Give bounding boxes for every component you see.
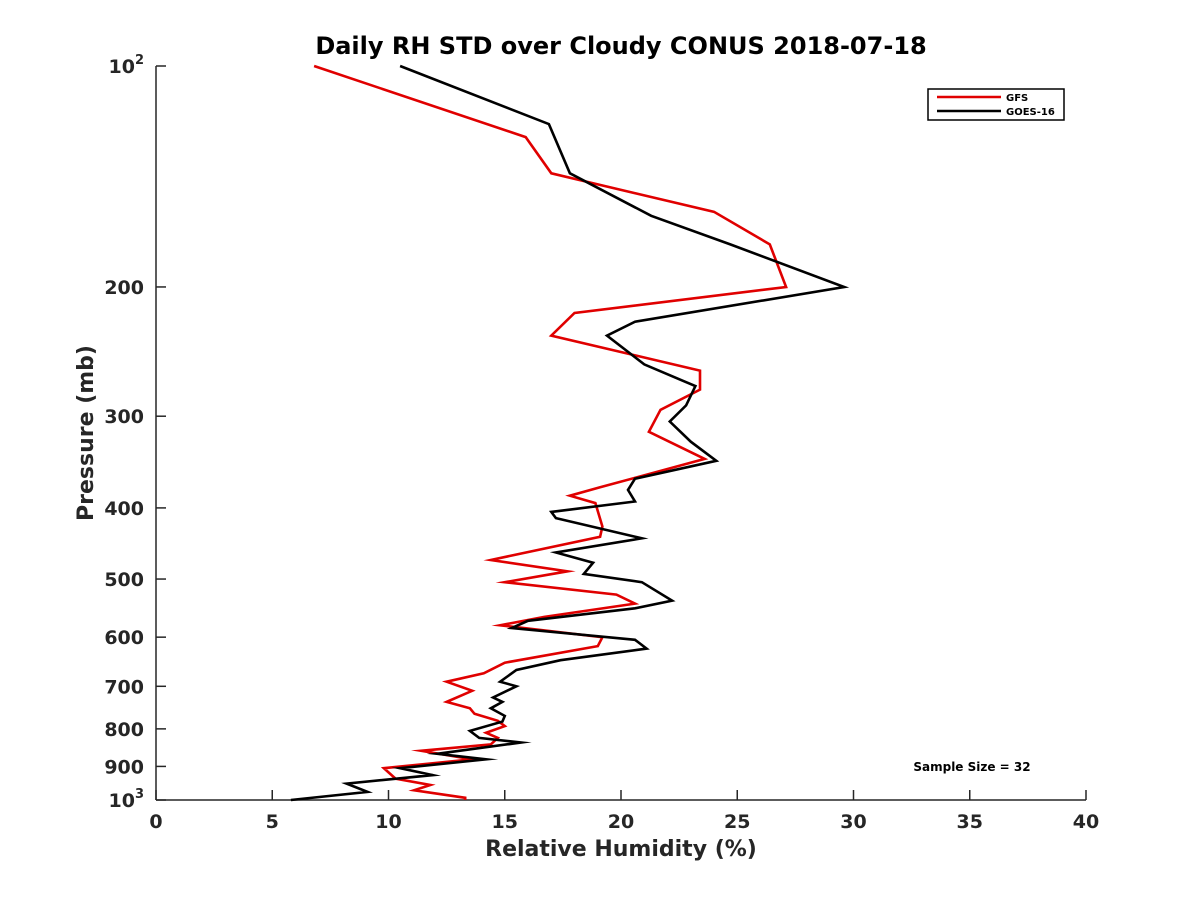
y-tick-label: 800	[104, 719, 144, 741]
chart-legend: GFS GOES-16	[927, 88, 1065, 121]
x-tick-label: 25	[724, 811, 750, 833]
x-axis-label: Relative Humidity (%)	[485, 837, 757, 862]
y-tick-label: 600	[104, 627, 144, 649]
y-tick-label: 300	[104, 406, 144, 428]
y-axis-label: Pressure (mb)	[74, 345, 99, 521]
series-line-goes-16	[290, 64, 850, 802]
sample-size-annotation: Sample Size = 32	[913, 760, 1030, 774]
x-tick-label: 5	[266, 811, 279, 833]
series-layer	[290, 64, 850, 802]
x-tick-label: 40	[1073, 811, 1099, 833]
y-tick-label: 400	[104, 498, 144, 520]
legend-box	[927, 88, 1065, 121]
legend-label: GFS	[1006, 93, 1028, 104]
y-tick-label: 500	[104, 569, 144, 591]
x-tick-label: 10	[375, 811, 401, 833]
legend-label: GOES-16	[1006, 107, 1055, 118]
chart-title: Daily RH STD over Cloudy CONUS 2018-07-1…	[315, 32, 926, 60]
y-tick-label: 102	[109, 53, 145, 78]
y-tick-label: 700	[104, 676, 144, 698]
x-tick-label: 35	[957, 811, 983, 833]
x-tick-label: 15	[492, 811, 518, 833]
plot-axes: 0 5 10 15 20 25 30 35 40 102 200 300 400 500 600 700 800…	[104, 53, 1099, 833]
series-line-gfs	[313, 64, 788, 800]
x-tick-label: 30	[840, 811, 866, 833]
y-tick-label: 200	[104, 277, 144, 299]
x-tick-label: 0	[149, 811, 162, 833]
y-tick-label: 103	[109, 787, 145, 812]
y-tick-label: 900	[104, 756, 144, 778]
x-tick-label: 20	[608, 811, 634, 833]
